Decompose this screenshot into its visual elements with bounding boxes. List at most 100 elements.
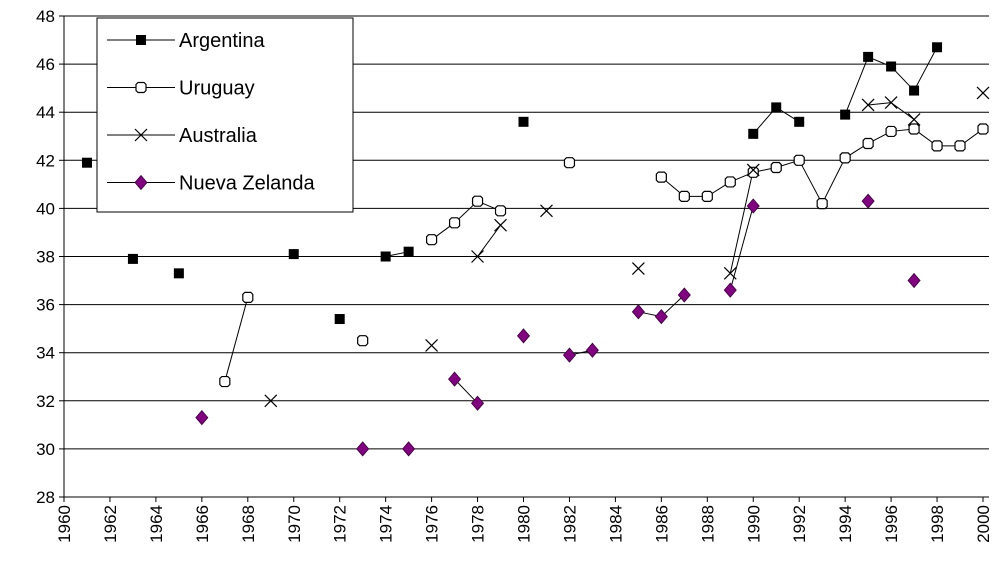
- data-point: [380, 251, 391, 262]
- data-point: [723, 282, 737, 298]
- y-tick-label: 38: [36, 248, 55, 267]
- data-point: [288, 249, 299, 260]
- legend-marker: [136, 35, 146, 45]
- data-point: [357, 335, 369, 347]
- data-point: [242, 291, 254, 303]
- x-tick-label: 1978: [469, 505, 488, 543]
- legend-marker: [134, 128, 148, 142]
- x-tick-label: 1962: [101, 505, 120, 543]
- legend-label: Argentina: [179, 30, 265, 52]
- data-point: [448, 217, 461, 229]
- data-point: [471, 395, 485, 411]
- y-tick-label: 30: [36, 440, 55, 459]
- data-point: [863, 51, 874, 62]
- data-point: [884, 96, 898, 110]
- legend-marker: [135, 81, 147, 94]
- x-tick-label: 1964: [147, 505, 166, 543]
- y-tick-label: 44: [36, 103, 55, 122]
- data-point: [402, 441, 416, 457]
- data-point: [219, 375, 231, 388]
- data-point: [907, 272, 921, 289]
- x-tick-label: 1988: [698, 505, 717, 543]
- grid: 28 30 32 34 36 38 40 42 44 46 48 1960 1962 1964 1966 19…: [36, 7, 992, 543]
- data-point: [403, 246, 414, 257]
- data-point: [746, 163, 760, 177]
- data-point: [677, 287, 691, 303]
- x-tick-label: 1976: [423, 505, 442, 543]
- data-point: [793, 154, 805, 166]
- data-point: [770, 161, 782, 174]
- x-tick-label: 1960: [55, 505, 74, 543]
- data-point: [678, 190, 690, 202]
- data-point: [839, 152, 851, 164]
- data-point: [81, 157, 92, 168]
- data-point: [862, 137, 874, 150]
- data-point: [356, 441, 370, 457]
- data-point: [654, 309, 668, 325]
- data-point: [562, 347, 576, 363]
- x-tick-label: 1986: [652, 505, 671, 543]
- y-tick-label: 48: [36, 7, 55, 26]
- data-point: [701, 190, 713, 202]
- x-tick-label: 1984: [606, 505, 625, 543]
- y-tick-label: 42: [36, 151, 55, 170]
- data-point: [931, 140, 943, 152]
- x-tick-label: 1972: [331, 505, 350, 543]
- data-point: [886, 61, 897, 72]
- x-tick-label: 1998: [928, 505, 947, 543]
- data-point: [954, 140, 966, 152]
- data-point: [861, 193, 875, 209]
- x-tick-label: 1970: [285, 505, 304, 543]
- y-tick-label: 36: [36, 296, 55, 315]
- data-point: [908, 123, 920, 135]
- data-point: [471, 250, 484, 263]
- data-point: [976, 86, 990, 100]
- data-point: [655, 171, 667, 183]
- data-point: [516, 328, 531, 344]
- x-tick-label: 1996: [882, 505, 901, 543]
- data-point: [840, 109, 851, 120]
- legend: Argentina Uruguay Australia Nueva Zelanda: [96, 17, 354, 213]
- data-point: [518, 116, 529, 127]
- data-point: [195, 410, 209, 426]
- x-tick-label: 2000: [974, 505, 992, 543]
- y-tick-label: 34: [36, 344, 55, 363]
- data-point: [494, 218, 507, 232]
- data-point: [885, 125, 897, 138]
- data-point: [631, 304, 645, 320]
- data-point: [747, 166, 759, 178]
- data-point: [264, 394, 278, 408]
- x-tick-label: 1990: [744, 505, 763, 543]
- y-tick-label: 40: [36, 199, 55, 218]
- y-tick-label: 46: [36, 55, 55, 74]
- data-point: [909, 85, 920, 96]
- data-point: [861, 98, 875, 112]
- data-point: [494, 205, 507, 217]
- x-tick-label: 1982: [560, 505, 579, 543]
- data-point: [771, 102, 782, 113]
- data-point: [426, 234, 438, 246]
- data-point: [448, 371, 462, 387]
- data-point: [334, 314, 345, 325]
- x-tick-label: 1966: [193, 505, 212, 543]
- legend-marker: [134, 174, 148, 191]
- x-tick-label: 1992: [790, 505, 809, 543]
- data-point: [631, 262, 645, 275]
- plot-area: [81, 42, 990, 457]
- data-point: [723, 266, 737, 280]
- data-point: [540, 204, 553, 218]
- data-point: [794, 116, 805, 127]
- y-tick-label: 32: [36, 392, 55, 411]
- x-tick-label: 1980: [515, 505, 534, 543]
- data-point: [585, 342, 599, 358]
- data-point: [425, 339, 439, 352]
- data-point: [907, 112, 921, 126]
- data-point: [977, 123, 989, 135]
- y-tick-label: 28: [36, 488, 55, 507]
- data-point: [932, 42, 943, 53]
- legend-label: Nueva Zelanda: [179, 173, 316, 195]
- legend-label: Australia: [179, 125, 258, 147]
- legend-label: Uruguay: [179, 78, 255, 100]
- data-point: [563, 157, 576, 169]
